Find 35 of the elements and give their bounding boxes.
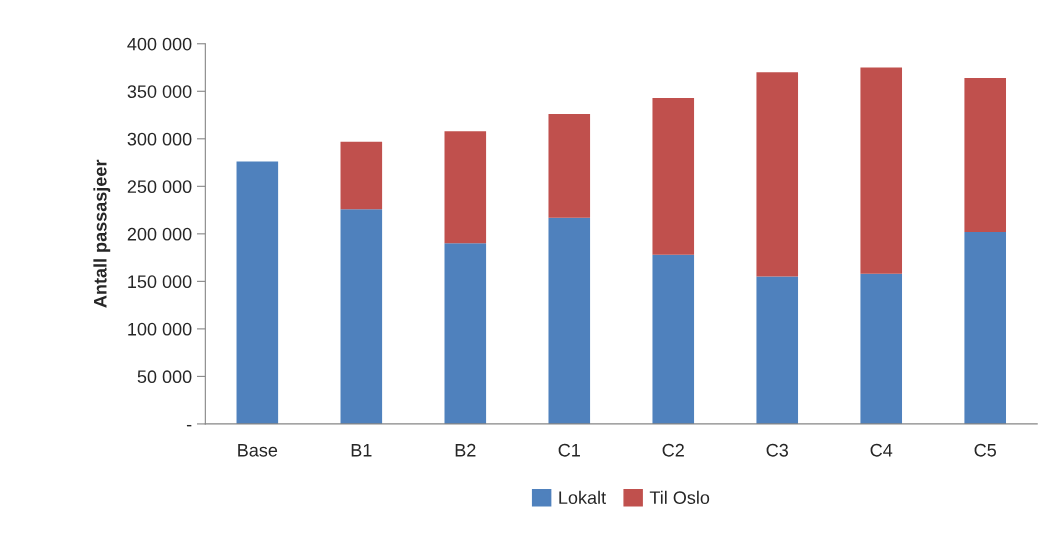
x-tick-label: C5 — [974, 443, 996, 457]
x-tick-label: C3 — [766, 443, 788, 457]
x-tick-label: C1 — [558, 443, 580, 457]
bar — [444, 243, 487, 424]
y-tick-label: 350 000 — [127, 85, 192, 98]
bar — [548, 114, 591, 218]
x-tick-label: Base — [238, 444, 278, 457]
bar — [756, 276, 799, 424]
bar — [652, 97, 695, 255]
y-tick-label: 300 000 — [127, 132, 192, 146]
y-tick-label: 100 000 — [128, 322, 192, 336]
x-tick-label: B1 — [351, 444, 372, 457]
bar — [236, 161, 279, 424]
legend-label: Til Oslo — [649, 490, 710, 505]
bar — [756, 72, 799, 277]
bar — [444, 131, 487, 244]
bar — [964, 77, 1007, 232]
y-tick-label: 50 000 — [137, 370, 192, 384]
bar — [860, 273, 903, 424]
y-axis-title: Antall passasjeer — [93, 159, 111, 308]
x-tick-label: C4 — [870, 443, 893, 457]
x-tick-label: B2 — [455, 443, 476, 457]
y-tick-label: 200 000 — [127, 227, 192, 241]
y-tick-label: 400 000 — [127, 37, 192, 51]
bar — [340, 209, 383, 424]
y-tick-label: 150 000 — [128, 275, 192, 289]
x-tick-label: C2 — [662, 443, 684, 457]
y-tick-label: - — [186, 424, 192, 427]
bar — [548, 217, 591, 424]
bar — [860, 67, 903, 274]
y-tick-label: 250 000 — [127, 180, 192, 194]
bar — [652, 254, 695, 424]
bar — [964, 231, 1007, 424]
bar — [340, 141, 383, 210]
legend-label: Lokalt — [559, 490, 606, 505]
